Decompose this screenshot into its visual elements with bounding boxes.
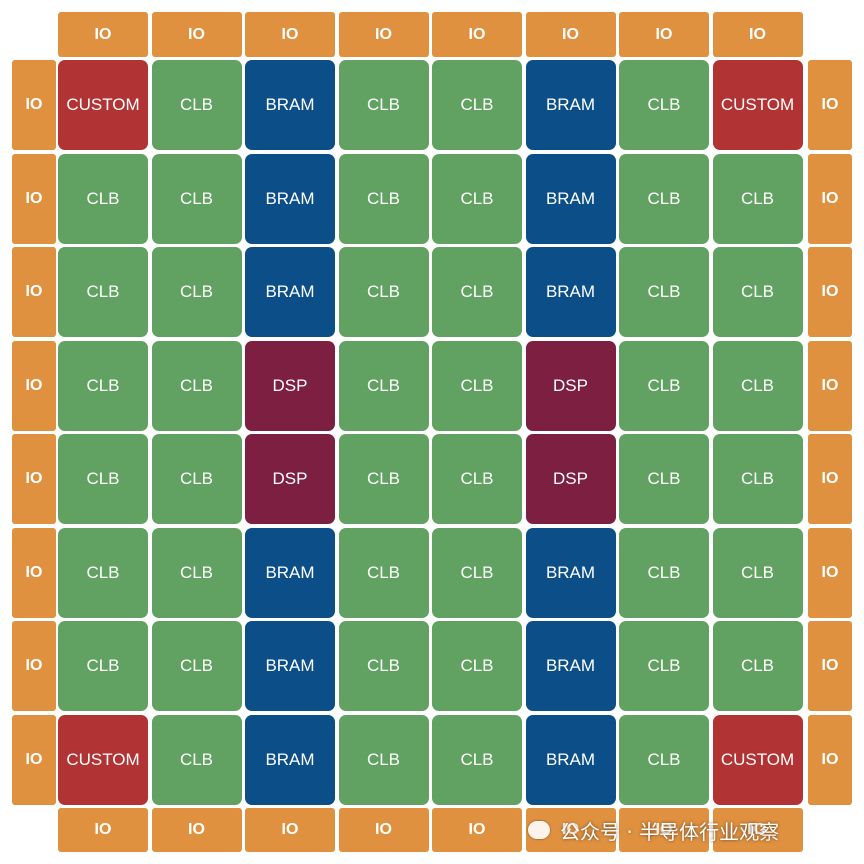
io-right: IO — [808, 340, 852, 431]
io-left: IO — [12, 621, 56, 711]
grid-tile: BRAM — [525, 714, 616, 805]
grid-tile: CLB — [432, 714, 522, 805]
io-bottom: IO — [58, 808, 148, 852]
grid-tile: CUSTOM — [58, 60, 148, 150]
grid-tile: CLB — [338, 434, 429, 524]
io-bottom: IO — [712, 808, 803, 852]
grid-tile: CLB — [58, 621, 148, 711]
grid-tile: CLB — [58, 340, 148, 431]
io-top: IO — [712, 12, 803, 57]
io-right: IO — [808, 621, 852, 711]
grid-tile: CLB — [151, 527, 242, 618]
grid-tile: DSP — [245, 340, 335, 431]
io-right: IO — [808, 60, 852, 150]
grid-tile: CLB — [338, 527, 429, 618]
grid-tile: BRAM — [245, 153, 335, 244]
grid-tile: CLB — [619, 621, 709, 711]
io-top: IO — [525, 12, 616, 57]
io-bottom: IO — [245, 808, 335, 852]
io-top: IO — [338, 12, 429, 57]
io-bottom: IO — [619, 808, 709, 852]
io-right: IO — [808, 527, 852, 618]
grid-tile: BRAM — [525, 527, 616, 618]
grid-tile: CLB — [712, 621, 803, 711]
grid-tile: CLB — [712, 247, 803, 337]
io-left: IO — [12, 340, 56, 431]
io-right: IO — [808, 714, 852, 805]
grid-tile: CLB — [151, 60, 242, 150]
grid-tile: CLB — [338, 153, 429, 244]
grid-tile: CLB — [432, 434, 522, 524]
grid-tile: CUSTOM — [712, 60, 803, 150]
grid-tile: CLB — [338, 340, 429, 431]
grid-tile: CLB — [619, 714, 709, 805]
io-left: IO — [12, 714, 56, 805]
grid-tile: CLB — [338, 714, 429, 805]
io-top: IO — [432, 12, 522, 57]
io-top: IO — [58, 12, 148, 57]
grid-tile: CLB — [58, 434, 148, 524]
grid-tile: BRAM — [525, 247, 616, 337]
watermark-text: 公众号 · 半导体行业观察 — [560, 819, 780, 844]
grid-tile: CLB — [432, 247, 522, 337]
grid-tile: CLB — [58, 527, 148, 618]
io-bottom: IO — [151, 808, 242, 852]
grid-tile: CLB — [151, 153, 242, 244]
grid-tile: CLB — [619, 527, 709, 618]
watermark-icon — [528, 821, 550, 839]
grid-tile: CLB — [432, 60, 522, 150]
io-top: IO — [619, 12, 709, 57]
io-left: IO — [12, 247, 56, 337]
grid-tile: CLB — [619, 434, 709, 524]
grid-tile: CLB — [619, 153, 709, 244]
grid-tile: CLB — [338, 247, 429, 337]
io-left: IO — [12, 153, 56, 244]
grid-tile: CLB — [432, 527, 522, 618]
grid-tile: BRAM — [245, 527, 335, 618]
grid-tile: CUSTOM — [58, 714, 148, 805]
grid-tile: CLB — [151, 247, 242, 337]
grid-tile: CLB — [619, 247, 709, 337]
grid-tile: CLB — [432, 153, 522, 244]
grid-tile: CLB — [151, 340, 242, 431]
io-right: IO — [808, 434, 852, 524]
grid-tile: CLB — [432, 340, 522, 431]
grid-tile: CLB — [712, 434, 803, 524]
grid-tile: CUSTOM — [712, 714, 803, 805]
io-bottom: IO — [432, 808, 522, 852]
grid-tile: BRAM — [245, 247, 335, 337]
grid-tile: CLB — [432, 621, 522, 711]
grid-tile: BRAM — [525, 621, 616, 711]
grid-tile: CLB — [712, 340, 803, 431]
io-bottom: IO — [338, 808, 429, 852]
grid-tile: BRAM — [525, 153, 616, 244]
io-left: IO — [12, 527, 56, 618]
grid-tile: CLB — [712, 153, 803, 244]
io-left: IO — [12, 434, 56, 524]
io-top: IO — [245, 12, 335, 57]
grid-tile: CLB — [151, 621, 242, 711]
grid-tile: BRAM — [525, 60, 616, 150]
io-top: IO — [151, 12, 242, 57]
grid-tile: CLB — [58, 153, 148, 244]
grid-tile: BRAM — [245, 60, 335, 150]
grid-tile: CLB — [619, 340, 709, 431]
io-right: IO — [808, 247, 852, 337]
grid-tile: CLB — [151, 714, 242, 805]
grid-tile: BRAM — [245, 714, 335, 805]
grid-tile: CLB — [338, 621, 429, 711]
grid-tile: BRAM — [245, 621, 335, 711]
grid-tile: CLB — [58, 247, 148, 337]
grid-tile: CLB — [619, 60, 709, 150]
watermark: 公众号 · 半导体行业观察 — [528, 814, 779, 846]
io-right: IO — [808, 153, 852, 244]
grid-tile: CLB — [338, 60, 429, 150]
io-left: IO — [12, 60, 56, 150]
grid-tile: CLB — [151, 434, 242, 524]
grid-tile: CLB — [712, 527, 803, 618]
grid-tile: DSP — [245, 434, 335, 524]
grid-tile: DSP — [525, 340, 616, 431]
grid-tile: DSP — [525, 434, 616, 524]
